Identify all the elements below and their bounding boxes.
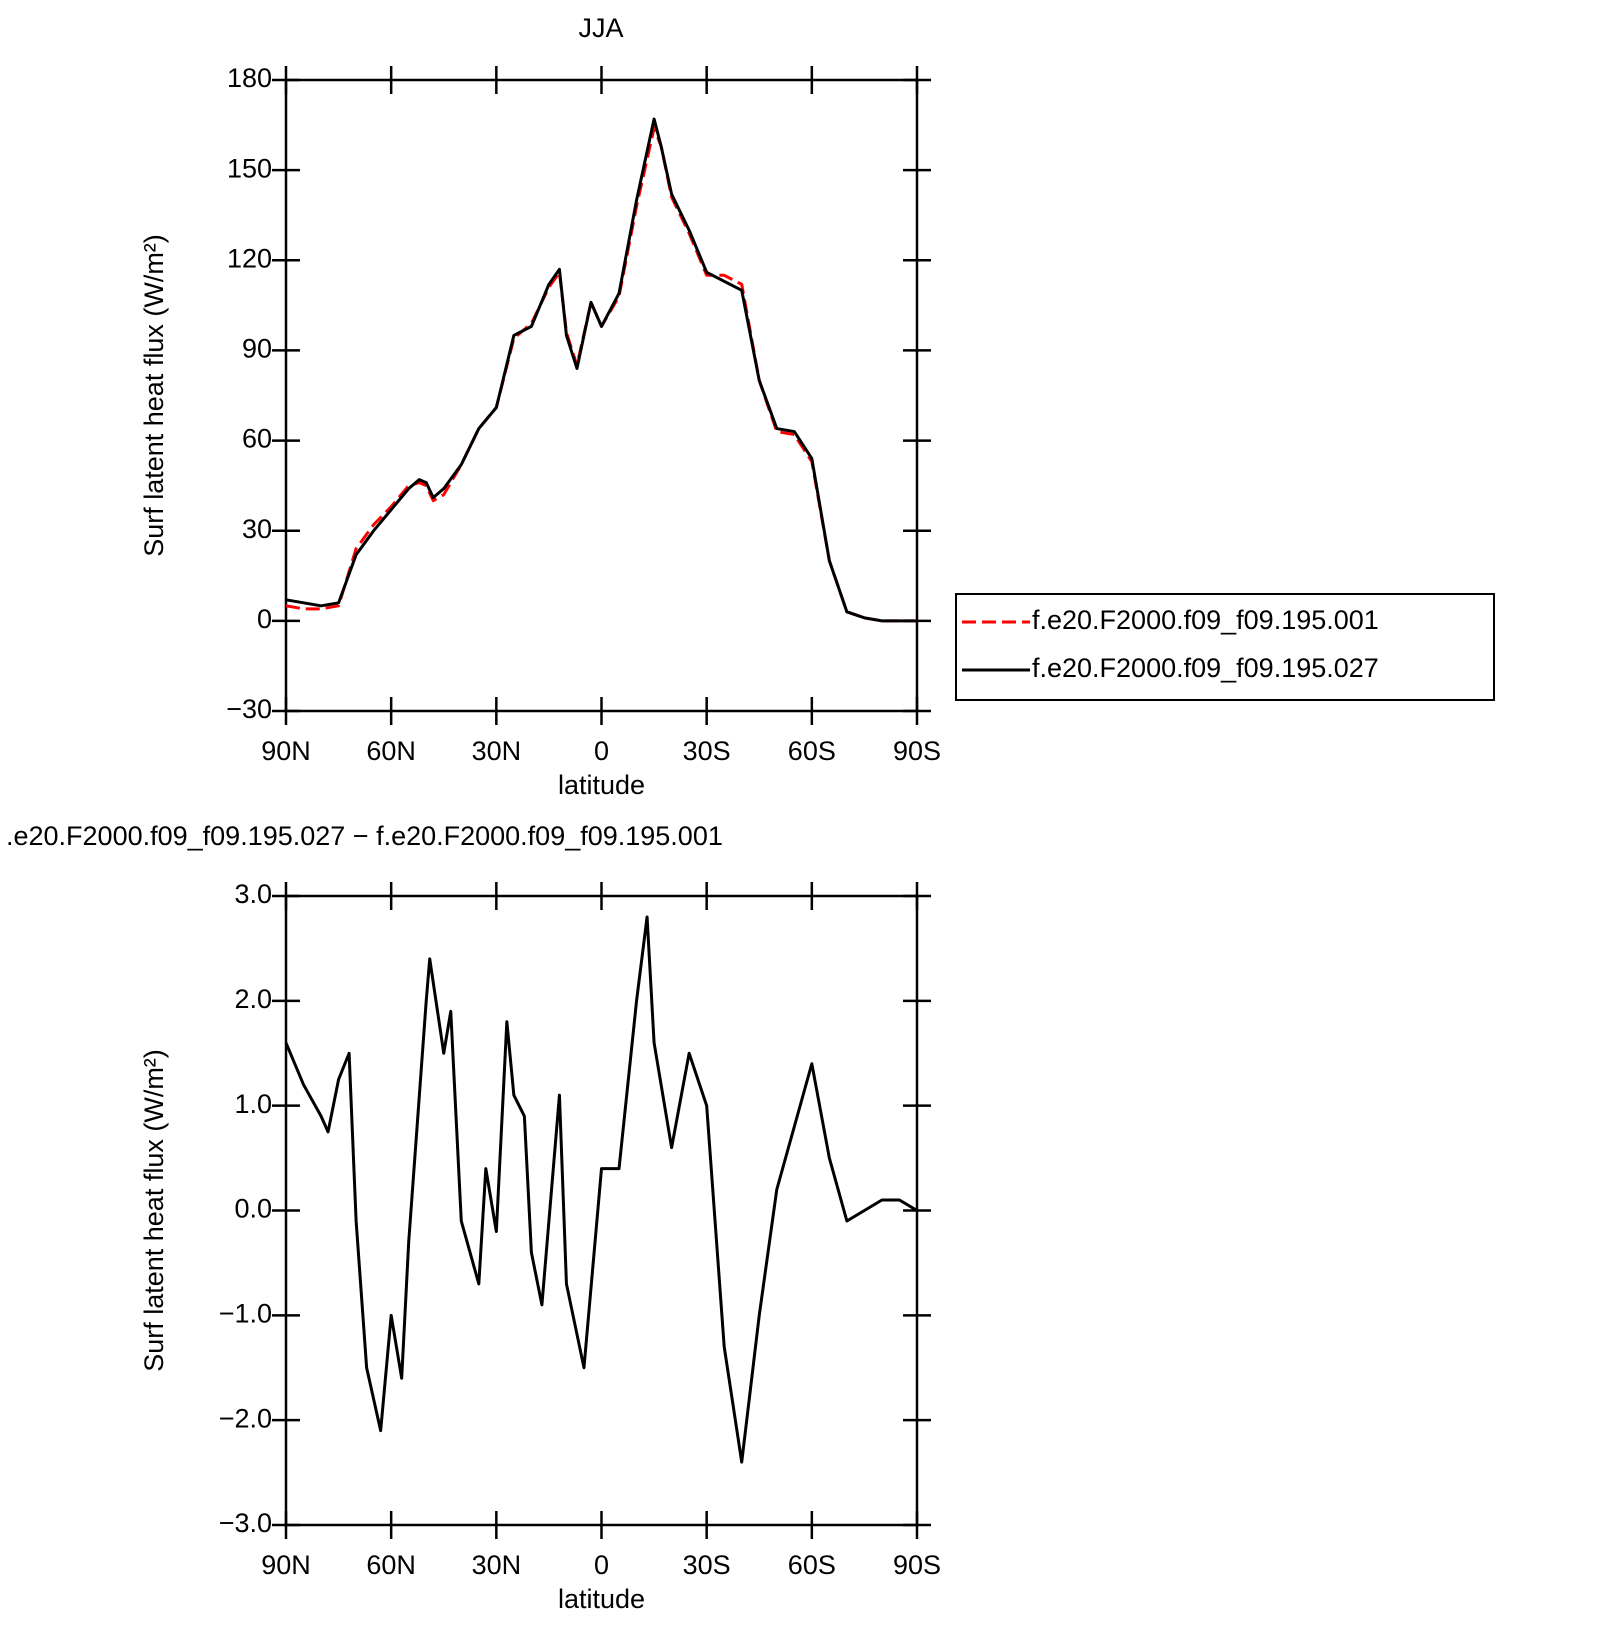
legend-label: f.e20.F2000.f09_f09.195.027: [1032, 653, 1379, 683]
x-tick-label: 60S: [788, 1550, 836, 1580]
y-axis-label: Surf latent heat flux (W/m²): [139, 1049, 169, 1372]
y-tick-label: −1.0: [219, 1298, 272, 1328]
y-tick-label: 120: [227, 243, 272, 273]
y-axis-label: Surf latent heat flux (W/m²): [139, 234, 169, 557]
data-line: [285, 126, 917, 623]
y-tick-label: −30: [226, 694, 272, 724]
y-tick-label: −2.0: [219, 1403, 272, 1433]
y-tick-label: 90: [242, 334, 272, 364]
y-tick-label: 180: [227, 63, 272, 93]
x-tick-label: 30S: [683, 736, 731, 766]
y-tick-label: 0.0: [234, 1194, 272, 1224]
x-axis-label: latitude: [558, 770, 645, 800]
chart-title: JJA: [578, 13, 623, 43]
y-tick-label: 150: [227, 153, 272, 183]
y-tick-label: 0: [257, 604, 272, 634]
x-tick-label: 30N: [472, 736, 522, 766]
y-tick-label: 1.0: [234, 1089, 272, 1119]
y-tick-label: 60: [242, 424, 272, 454]
x-tick-label: 60N: [366, 736, 416, 766]
x-axis-label: latitude: [558, 1584, 645, 1614]
chart-title: .e20.F2000.f09_f09.195.027 − f.e20.F2000…: [6, 821, 723, 851]
x-tick-label: 30S: [683, 1550, 731, 1580]
x-tick-label: 60N: [366, 1550, 416, 1580]
x-tick-label: 30N: [472, 1550, 522, 1580]
x-tick-label: 90S: [893, 736, 941, 766]
y-tick-label: 30: [242, 514, 272, 544]
data-line: [284, 915, 918, 1464]
x-tick-label: 90N: [261, 1550, 311, 1580]
y-tick-label: 2.0: [234, 984, 272, 1014]
x-tick-label: 0: [594, 736, 609, 766]
x-tick-label: 60S: [788, 736, 836, 766]
data-line: [285, 117, 917, 623]
y-tick-label: 3.0: [234, 879, 272, 909]
x-tick-label: 90S: [893, 1550, 941, 1580]
legend-label: f.e20.F2000.f09_f09.195.001: [1032, 605, 1379, 635]
legend-box: [955, 593, 1495, 701]
y-tick-label: −3.0: [219, 1508, 272, 1538]
x-tick-label: 0: [594, 1550, 609, 1580]
plot-frame: [284, 78, 919, 713]
x-tick-label: 90N: [261, 736, 311, 766]
